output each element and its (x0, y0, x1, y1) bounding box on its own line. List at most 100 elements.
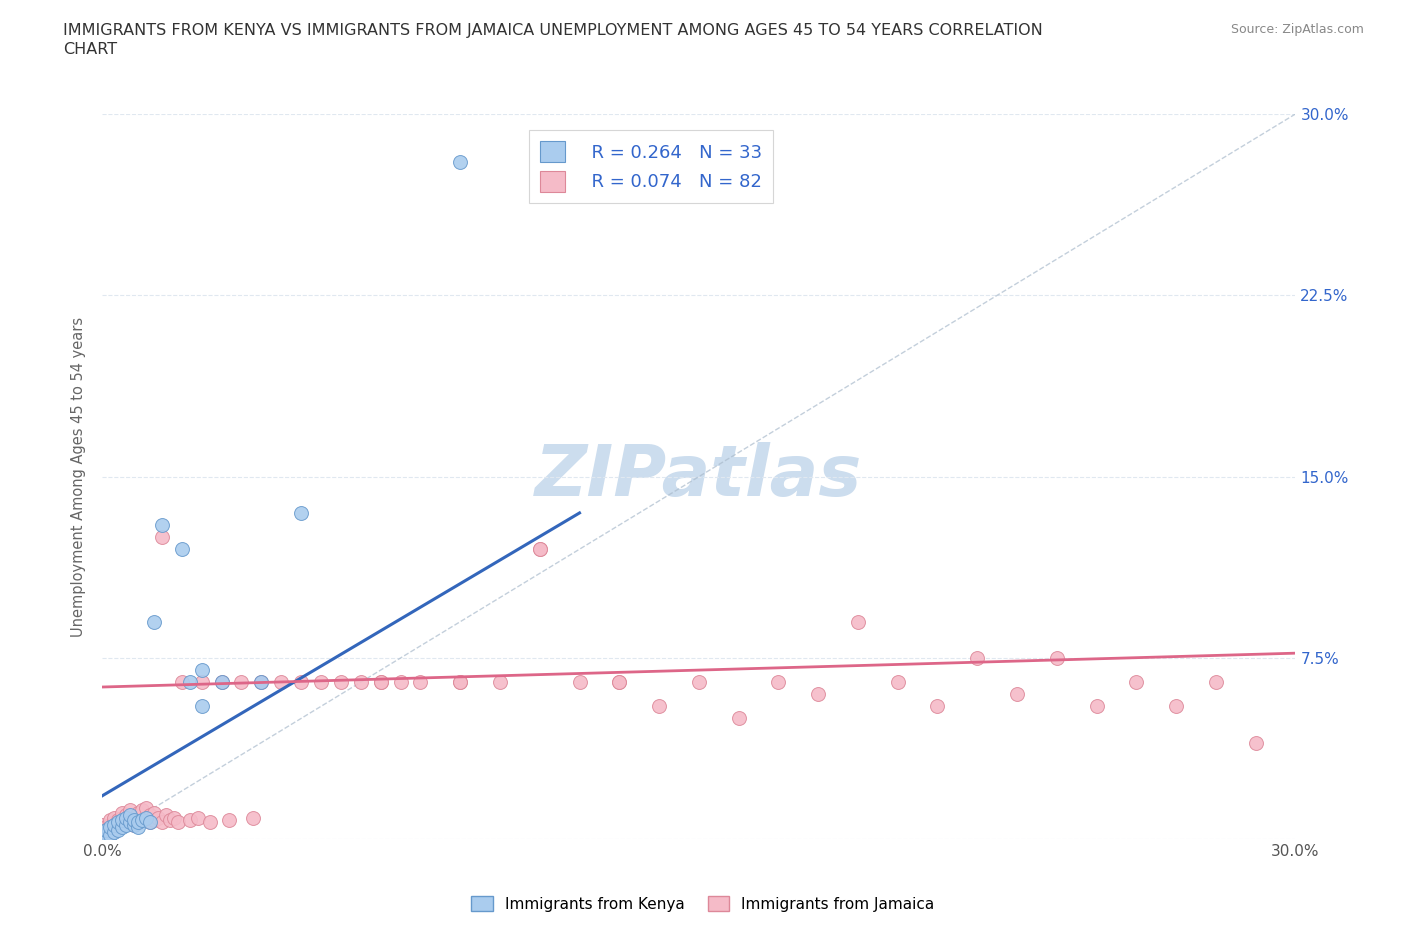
Point (190, 699, 212, 714)
Point (107, 813, 129, 828)
Point (309, 675, 332, 690)
Point (250, 675, 273, 690)
Point (96, 827, 118, 842)
Point (529, 542, 551, 557)
Point (886, 675, 908, 690)
Point (91, 825, 114, 840)
Point (607, 675, 630, 690)
Point (142, 805, 165, 820)
Point (155, 808, 177, 823)
Point (389, 675, 412, 690)
Point (159, 813, 181, 828)
Point (139, 815, 162, 830)
Point (1005, 687, 1028, 702)
Point (179, 813, 201, 828)
Point (449, 675, 471, 690)
Point (127, 815, 149, 830)
Point (127, 815, 149, 830)
Point (146, 810, 169, 825)
Point (96, 820, 118, 835)
Point (135, 810, 157, 825)
Point (250, 675, 273, 690)
Point (1205, 675, 1227, 690)
Point (150, 815, 173, 830)
Point (135, 801, 157, 816)
Point (163, 810, 186, 825)
Point (103, 817, 125, 832)
Point (111, 810, 134, 825)
Point (350, 675, 373, 690)
Point (131, 813, 153, 828)
Point (370, 675, 392, 690)
Point (127, 805, 149, 820)
Point (107, 815, 129, 830)
Legend:   R = 0.264   N = 33,   R = 0.074   N = 82: R = 0.264 N = 33, R = 0.074 N = 82 (529, 130, 773, 203)
Point (98, 813, 121, 828)
Point (107, 822, 129, 837)
Point (927, 699, 949, 714)
Point (142, 813, 165, 828)
Point (179, 675, 201, 690)
Point (166, 815, 188, 830)
Point (489, 675, 512, 690)
Point (103, 825, 125, 840)
Point (449, 675, 471, 690)
Point (211, 675, 233, 690)
Point (103, 822, 125, 837)
Point (807, 687, 830, 702)
Point (1046, 651, 1069, 666)
Point (111, 820, 134, 835)
Point (529, 542, 551, 557)
Point (568, 675, 591, 690)
Point (139, 808, 162, 823)
Point (98, 825, 121, 840)
Point (111, 817, 134, 832)
Point (150, 518, 173, 533)
Point (122, 817, 145, 832)
Point (370, 675, 392, 690)
Point (131, 803, 153, 817)
Point (846, 615, 869, 630)
Point (1125, 675, 1147, 690)
Point (242, 810, 264, 825)
Point (409, 675, 432, 690)
Point (218, 813, 240, 828)
Text: ZIPatlas: ZIPatlas (536, 442, 862, 512)
Point (91, 825, 114, 840)
Point (103, 815, 125, 830)
Point (135, 810, 157, 825)
Legend: Immigrants from Kenya, Immigrants from Jamaica: Immigrants from Kenya, Immigrants from J… (465, 889, 941, 918)
Point (118, 815, 141, 830)
Point (211, 675, 233, 690)
Point (170, 675, 193, 690)
Point (122, 810, 145, 825)
Point (1085, 699, 1108, 714)
Point (150, 530, 173, 545)
Point (115, 808, 138, 823)
Point (91, 830, 114, 844)
Point (96, 822, 118, 837)
Y-axis label: Unemployment Among Ages 45 to 54 years: Unemployment Among Ages 45 to 54 years (72, 316, 86, 637)
Point (727, 711, 749, 726)
Point (607, 675, 630, 690)
Point (139, 815, 162, 830)
Point (107, 820, 129, 835)
Point (91, 830, 114, 844)
Point (122, 817, 145, 832)
Text: Source: ZipAtlas.com: Source: ZipAtlas.com (1230, 23, 1364, 36)
Point (329, 675, 352, 690)
Point (187, 810, 209, 825)
Point (98, 820, 121, 835)
Point (115, 817, 138, 832)
Point (115, 815, 138, 830)
Point (127, 820, 149, 835)
Point (103, 810, 125, 825)
Point (1244, 736, 1267, 751)
Point (96, 827, 118, 842)
Point (966, 651, 988, 666)
Point (98, 827, 121, 842)
Point (118, 813, 141, 828)
Point (98, 817, 121, 832)
Point (91, 817, 114, 832)
Point (118, 808, 141, 823)
